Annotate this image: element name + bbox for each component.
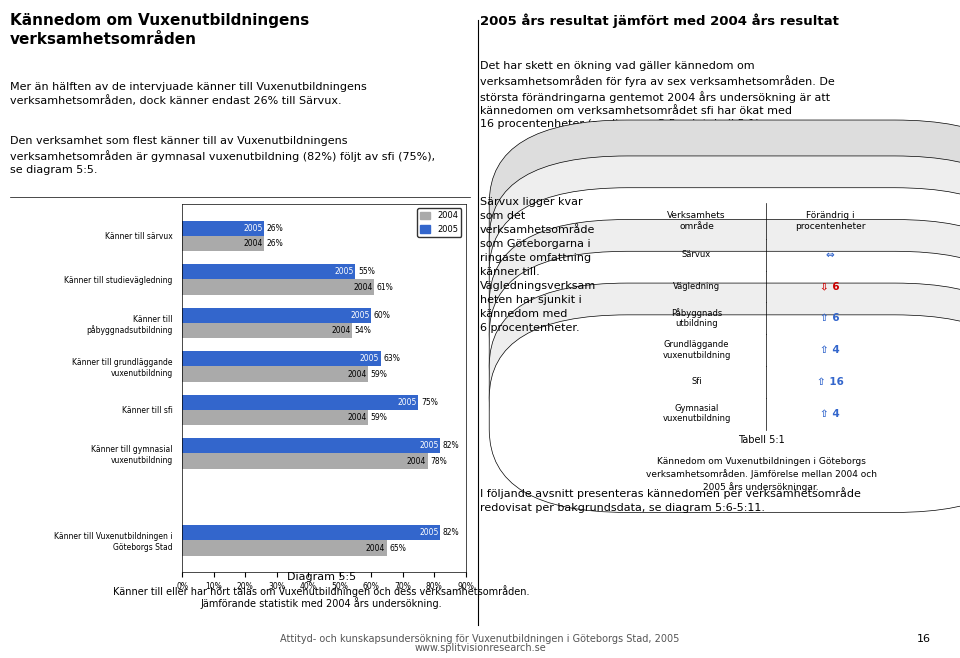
Text: 2004: 2004 — [353, 282, 372, 291]
FancyBboxPatch shape — [490, 156, 960, 353]
Text: Kännedom om Vuxenutbildningen i Göteborgs
verksamhetsområden. Jämförelse mellan : Kännedom om Vuxenutbildningen i Göteborg… — [645, 457, 876, 492]
Text: 65%: 65% — [390, 544, 406, 553]
Bar — [182, 265, 355, 280]
Text: 61%: 61% — [377, 282, 394, 291]
Text: Verksamhets
område: Verksamhets område — [667, 211, 726, 230]
Legend: 2004, 2005: 2004, 2005 — [417, 208, 462, 237]
Text: 78%: 78% — [430, 457, 447, 466]
Text: 2005: 2005 — [243, 224, 263, 233]
Text: Särvux ligger kvar
som det
verksamhetsområde
som Göteborgarna i
ringaste omfattn: Särvux ligger kvar som det verksamhetsom… — [480, 197, 596, 334]
Bar — [182, 410, 368, 425]
Bar — [182, 525, 441, 540]
Text: 59%: 59% — [371, 413, 388, 422]
Text: 2004: 2004 — [407, 457, 426, 466]
Text: 59%: 59% — [371, 370, 388, 378]
Text: Diagram 5:5: Diagram 5:5 — [287, 572, 356, 582]
Text: Vägledning: Vägledning — [673, 282, 720, 291]
Bar — [182, 308, 372, 323]
Text: 2004: 2004 — [366, 544, 385, 553]
Text: 2005: 2005 — [334, 267, 354, 276]
Text: Känner till eller har hört talas om Vuxenutbildningen och dess verksamhetsområde: Känner till eller har hört talas om Vuxe… — [113, 586, 530, 597]
Text: ⇧ 6: ⇧ 6 — [821, 313, 840, 323]
Text: 2004: 2004 — [348, 370, 367, 378]
Bar — [182, 280, 374, 295]
FancyBboxPatch shape — [490, 315, 960, 513]
Text: Tabell 5:1: Tabell 5:1 — [737, 435, 784, 445]
Bar — [182, 351, 380, 367]
Text: 55%: 55% — [358, 267, 374, 276]
Text: 54%: 54% — [355, 326, 372, 335]
Bar — [182, 540, 387, 556]
Text: 82%: 82% — [443, 528, 460, 538]
Bar — [182, 438, 441, 453]
FancyBboxPatch shape — [490, 188, 960, 386]
FancyBboxPatch shape — [490, 120, 960, 322]
Text: 2005: 2005 — [420, 528, 439, 538]
Text: 82%: 82% — [443, 442, 460, 450]
Text: Sfi: Sfi — [691, 378, 702, 386]
Text: ⇩ 6: ⇩ 6 — [821, 282, 840, 291]
Text: Jämförande statistik med 2004 års undersökning.: Jämförande statistik med 2004 års unders… — [201, 597, 443, 609]
Bar — [182, 453, 428, 468]
Text: 2005: 2005 — [397, 398, 417, 407]
Text: Gymnasial
vuxenutbildning: Gymnasial vuxenutbildning — [662, 404, 731, 423]
Text: Särvux: Särvux — [682, 250, 711, 259]
Text: Grundläggande
vuxenutbildning: Grundläggande vuxenutbildning — [662, 340, 731, 360]
Text: 60%: 60% — [373, 311, 391, 320]
Text: 75%: 75% — [420, 398, 438, 407]
Bar — [182, 367, 368, 382]
Text: 16: 16 — [917, 634, 931, 644]
Text: Attityd- och kunskapsundersökning för Vuxenutbildningen i Göteborgs Stad, 2005: Attityd- och kunskapsundersökning för Vu… — [280, 634, 680, 644]
Text: Kännedom om Vuxenutbildningens
verksamhetsområden: Kännedom om Vuxenutbildningens verksamhe… — [10, 13, 309, 47]
Text: 2005: 2005 — [360, 355, 379, 363]
Text: 2004: 2004 — [243, 239, 263, 248]
Text: Påbyggnads
utbildning: Påbyggnads utbildning — [671, 308, 722, 328]
Text: ⇧ 4: ⇧ 4 — [821, 345, 840, 355]
Bar — [182, 323, 352, 338]
Text: 63%: 63% — [383, 355, 400, 363]
Text: 2005: 2005 — [350, 311, 370, 320]
Text: Förändrig i
procentenheter: Förändrig i procentenheter — [795, 211, 866, 230]
Text: ⇔: ⇔ — [826, 250, 834, 260]
Text: ⇧ 16: ⇧ 16 — [817, 377, 844, 387]
Text: www.splitvisionresearch.se: www.splitvisionresearch.se — [414, 644, 546, 653]
Bar — [182, 395, 419, 410]
FancyBboxPatch shape — [490, 251, 960, 449]
Bar — [182, 236, 264, 251]
FancyBboxPatch shape — [490, 220, 960, 417]
Text: 26%: 26% — [267, 224, 283, 233]
Text: 2005 års resultat jämfört med 2004 års resultat: 2005 års resultat jämfört med 2004 års r… — [480, 13, 839, 28]
Text: 26%: 26% — [267, 239, 283, 248]
Text: ⇧ 4: ⇧ 4 — [821, 409, 840, 418]
Text: Mer än hälften av de intervjuade känner till Vuxenutbildningens
verksamhetsområd: Mer än hälften av de intervjuade känner … — [10, 82, 367, 106]
Text: I följande avsnitt presenteras kännedomen per verksamhetsområde
redovisat per ba: I följande avsnitt presenteras kännedome… — [480, 487, 861, 513]
Text: Den verksamhet som flest känner till av Vuxenutbildningens
verksamhetsområden är: Den verksamhet som flest känner till av … — [10, 136, 435, 176]
Text: Det har skett en ökning vad gäller kännedom om
verksamhetsområden för fyra av se: Det har skett en ökning vad gäller känne… — [480, 61, 835, 129]
Text: 2004: 2004 — [348, 413, 367, 422]
Text: 2004: 2004 — [331, 326, 350, 335]
Text: 2005: 2005 — [420, 442, 439, 450]
FancyBboxPatch shape — [490, 283, 960, 480]
Bar — [182, 220, 264, 236]
